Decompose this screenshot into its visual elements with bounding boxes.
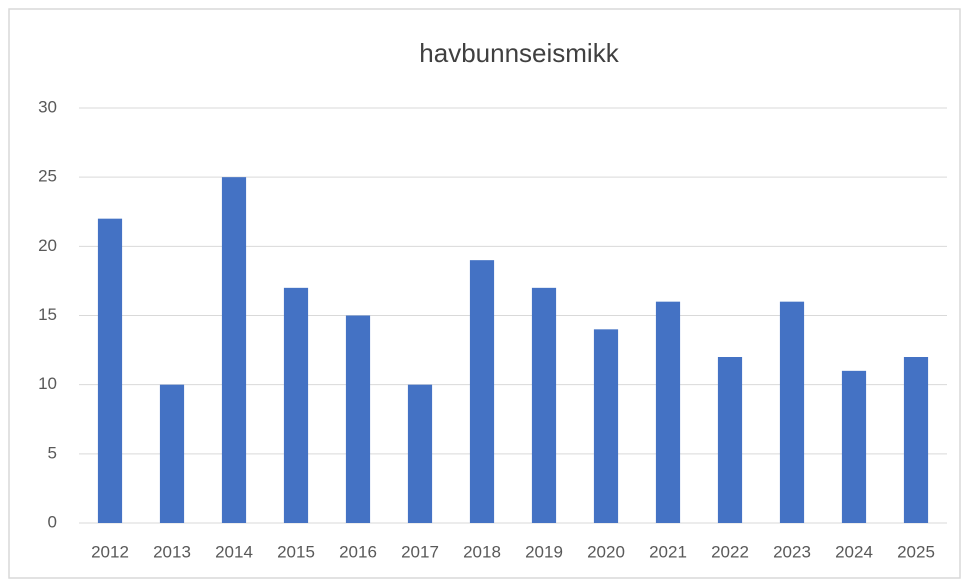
x-tick-label: 2022 — [711, 542, 749, 561]
y-tick-label: 20 — [38, 236, 57, 255]
bar — [407, 384, 433, 523]
y-tick-label: 25 — [38, 167, 57, 186]
x-tick-label: 2014 — [215, 542, 253, 561]
bar — [469, 260, 495, 523]
y-tick-label: 10 — [38, 374, 57, 393]
bar — [531, 287, 557, 523]
bar — [903, 357, 929, 523]
bar — [655, 301, 681, 523]
bar — [779, 301, 805, 523]
bar — [159, 384, 185, 523]
x-tick-label: 2023 — [773, 542, 811, 561]
x-tick-label: 2012 — [91, 542, 129, 561]
bar — [717, 357, 743, 523]
x-tick-label: 2024 — [835, 542, 873, 561]
x-tick-label: 2013 — [153, 542, 191, 561]
y-tick-label: 0 — [48, 512, 57, 531]
x-tick-label: 2025 — [897, 542, 935, 561]
x-tick-label: 2018 — [463, 542, 501, 561]
bar — [345, 315, 371, 523]
bar — [283, 287, 309, 523]
y-tick-label: 15 — [38, 305, 57, 324]
bar — [221, 177, 247, 523]
y-tick-label: 30 — [38, 97, 57, 116]
bar — [97, 218, 123, 523]
bar — [593, 329, 619, 523]
y-tick-label: 5 — [48, 443, 57, 462]
bar — [841, 370, 867, 523]
x-tick-label: 2017 — [401, 542, 439, 561]
x-tick-label: 2015 — [277, 542, 315, 561]
chart-title: havbunnseismikk — [419, 38, 619, 68]
x-tick-label: 2021 — [649, 542, 687, 561]
x-tick-label: 2019 — [525, 542, 563, 561]
x-tick-label: 2020 — [587, 542, 625, 561]
x-tick-label: 2016 — [339, 542, 377, 561]
